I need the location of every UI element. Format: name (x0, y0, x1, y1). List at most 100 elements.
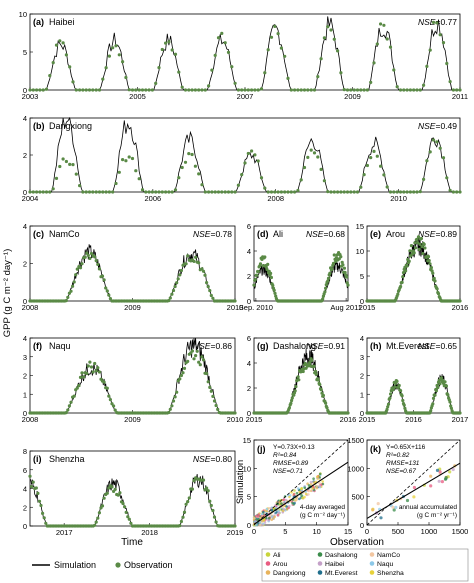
x-tick-label: 0 (252, 527, 256, 536)
scatter-point (443, 477, 448, 481)
scatter-point (391, 505, 395, 509)
observation-point (51, 61, 55, 65)
y-tick-label: 10 (243, 464, 251, 473)
observation-point (253, 88, 257, 92)
observation-point (190, 349, 194, 353)
observation-point (432, 276, 436, 280)
observation-point (435, 21, 439, 25)
observation-point (207, 84, 211, 88)
observation-legend-label: Observation (124, 560, 173, 570)
x-tick-label: 2008 (22, 415, 39, 424)
observation-point (412, 88, 416, 92)
observation-point (201, 358, 206, 362)
observation-point (194, 255, 198, 259)
scatter-point (321, 480, 325, 483)
y-tick-label: 10 (19, 10, 27, 19)
observation-point (259, 87, 264, 91)
observation-point (67, 404, 71, 408)
scatter-point (429, 484, 433, 488)
observation-point (342, 266, 346, 270)
fit-stat: Y=0.73X+0.13 (273, 444, 315, 451)
aggregation-note: 4-day averaged (300, 504, 346, 511)
observation-point (362, 88, 366, 92)
observation-point (444, 384, 448, 388)
observation-point (369, 80, 373, 84)
observation-point (110, 485, 114, 489)
observation-point (104, 66, 108, 70)
observation-point (96, 366, 100, 370)
observation-point (214, 520, 218, 524)
scatter-point (292, 493, 296, 496)
observation-point (74, 172, 78, 176)
scatter-point (307, 484, 311, 487)
observation-point (276, 190, 280, 194)
observation-point (205, 486, 209, 490)
observation-point (388, 45, 393, 49)
site-legend-label: Haibei (325, 561, 345, 568)
y-axis-label-gpp: GPP (g C m⁻² day⁻¹) (2, 249, 13, 338)
observation-point (86, 364, 90, 368)
observation-point (209, 293, 213, 298)
scatter-point (291, 501, 294, 505)
y-tick-label: 3 (23, 353, 27, 362)
observation-point (187, 88, 191, 92)
scatter-point (316, 475, 319, 479)
observation-point (186, 500, 190, 504)
scatter-point (285, 505, 288, 508)
observation-point (343, 270, 347, 275)
observation-point (193, 164, 197, 168)
observation-point (35, 190, 39, 194)
observation-point (255, 273, 259, 277)
observation-point (405, 88, 409, 92)
observation-point (74, 273, 78, 277)
x-tick-label: 2016 (405, 415, 422, 424)
observation-point (179, 373, 183, 378)
simulation-legend-label: Simulation (54, 560, 96, 570)
observation-point (30, 485, 34, 489)
scatter-point (315, 486, 319, 490)
observation-point (127, 517, 131, 521)
y-tick-label: 2 (23, 372, 27, 381)
observation-point (127, 88, 131, 92)
fit-stat: R²=0.84 (273, 452, 297, 459)
observation-point (325, 406, 329, 410)
observation-point (279, 190, 283, 194)
observation-point (296, 188, 300, 193)
observation-point (339, 71, 343, 75)
y-tick-label: 4 (360, 334, 364, 343)
observation-point (271, 283, 275, 288)
observation-point (200, 267, 204, 271)
observation-point (68, 65, 72, 69)
site-legend-label: Shenzha (377, 570, 404, 577)
observation-point (359, 88, 363, 92)
observation-point (176, 277, 180, 281)
observation-point (209, 503, 213, 508)
observation-point (336, 49, 340, 53)
observation-point (240, 88, 244, 92)
x-tick-label: 2011 (452, 92, 468, 101)
observation-point (341, 263, 345, 267)
observation-point (28, 88, 32, 92)
observation-point (385, 185, 389, 189)
observation-point (96, 262, 100, 266)
simulation-line (30, 16, 460, 91)
observation-point (266, 262, 270, 266)
observation-point (346, 411, 350, 415)
nse-value: NSE=0.49 (418, 121, 457, 131)
observation-point (365, 88, 369, 92)
panel-letter: (k) (370, 444, 381, 454)
observation-point (66, 295, 70, 299)
observation-point (100, 274, 105, 278)
observation-point (181, 515, 185, 519)
observation-point (104, 190, 108, 194)
observation-point (203, 88, 207, 92)
observation-point (408, 88, 412, 92)
observation-point (240, 173, 244, 177)
observation-point (97, 190, 102, 194)
observation-point (186, 254, 190, 258)
observation-point (359, 185, 363, 189)
observation-point (44, 87, 49, 91)
scatter-point (273, 515, 277, 519)
observation-point (252, 283, 256, 287)
